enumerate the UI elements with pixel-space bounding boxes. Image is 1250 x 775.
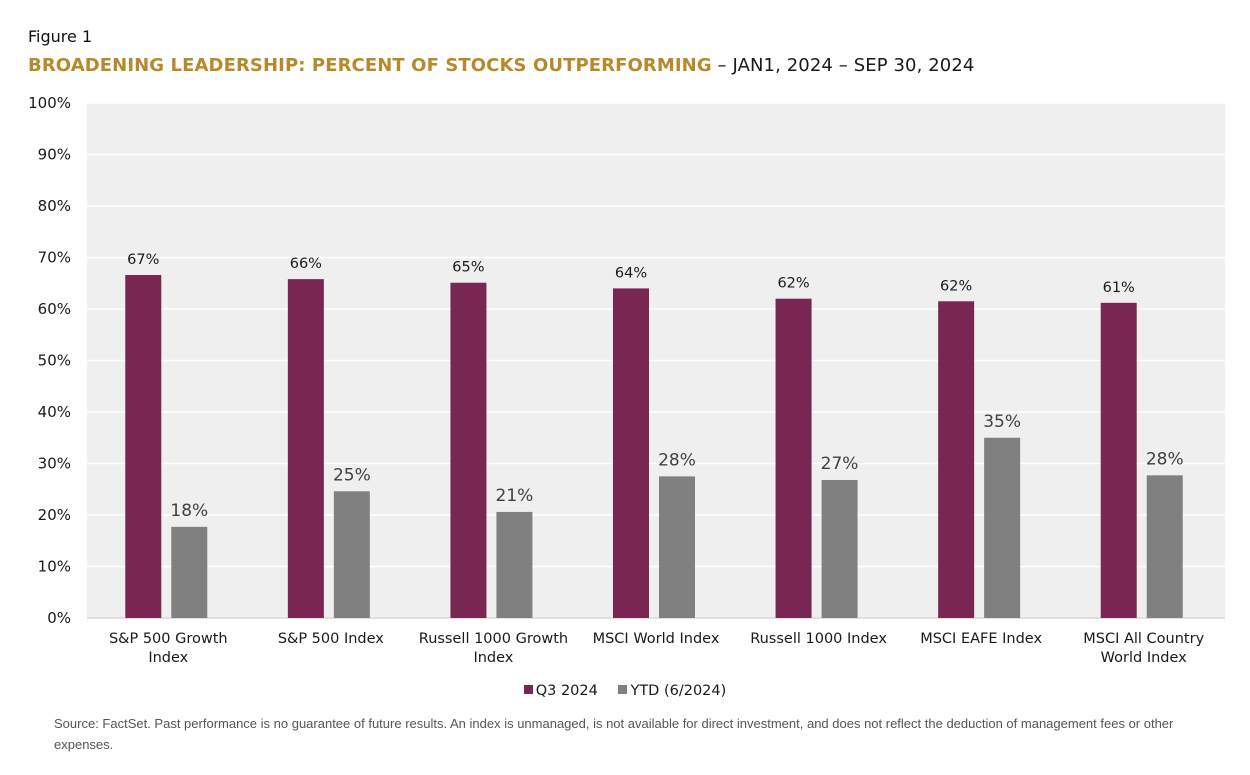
bar-ytd (1146, 475, 1183, 618)
data-label-q3: 62% (940, 278, 972, 294)
x-category-label: S&P 500 Index (278, 631, 384, 647)
x-category-label: MSCI All Country (1083, 631, 1204, 647)
data-label-q3: 62% (777, 276, 809, 292)
legend-label-ytd: YTD (6/2024) (630, 683, 727, 699)
data-label-ytd: 35% (983, 412, 1021, 432)
y-tick-label: 40% (38, 403, 71, 421)
data-label-ytd: 28% (658, 450, 696, 470)
bar-ytd (984, 437, 1021, 618)
bar-ytd (821, 479, 858, 618)
bar-ytd (659, 476, 695, 618)
bar-q3 (938, 301, 975, 618)
y-tick-label: 0% (47, 609, 71, 627)
legend-swatch-q3 (523, 685, 533, 694)
x-category-label: World Index (1101, 650, 1187, 666)
chart-title-date-range: – JAN1, 2024 – SEP 30, 2024 (711, 55, 975, 76)
x-category-label: Index (148, 650, 188, 666)
y-tick-label: 20% (38, 506, 71, 524)
x-category-label: MSCI World Index (593, 631, 720, 647)
y-tick-label: 100% (28, 94, 71, 112)
y-tick-label: 70% (38, 249, 71, 267)
data-label-ytd: 18% (170, 501, 208, 521)
bar-chart: 0% 10% 20% 30% 40% 50% 60% 70% 80% 90% 100% 67% 18% S… (28, 94, 1225, 666)
x-category-label: S&P 500 Growth (109, 631, 228, 647)
legend-item-ytd: YTD (6/2024) (618, 683, 726, 699)
x-category-label: Russell 1000 Growth (419, 631, 568, 647)
x-category-label: Russell 1000 Index (750, 631, 887, 647)
y-tick-label: 90% (38, 146, 71, 164)
legend-swatch-ytd (618, 685, 628, 694)
source-note: Source: FactSet. Past performance is no … (54, 716, 1174, 752)
data-label-q3: 66% (290, 256, 322, 272)
y-tick-label: 60% (38, 300, 71, 318)
data-label-ytd: 28% (1146, 449, 1184, 469)
bar-q3 (287, 279, 324, 618)
x-category-label: Index (473, 650, 513, 666)
figure-label: Figure 1 (28, 27, 93, 46)
y-tick-label: 10% (38, 558, 71, 576)
y-tick-label: 80% (38, 197, 71, 215)
data-label-ytd: 25% (333, 465, 371, 485)
bar-ytd (171, 526, 208, 618)
data-label-q3: 64% (615, 265, 647, 281)
bar-q3 (1100, 302, 1137, 618)
bar-q3 (775, 298, 812, 618)
data-label-q3: 67% (127, 252, 159, 268)
bar-ytd (496, 511, 533, 618)
chart-title-main: BROADENING LEADERSHIP: PERCENT OF STOCKS… (28, 55, 712, 76)
x-category-label: MSCI EAFE Index (920, 631, 1042, 647)
legend-label-q3: Q3 2024 (535, 683, 598, 699)
y-tick-label: 30% (38, 455, 71, 473)
bar-q3 (450, 282, 487, 618)
data-label-q3: 61% (1103, 280, 1135, 296)
bar-ytd (333, 491, 370, 618)
data-label-ytd: 27% (821, 454, 859, 474)
data-label-ytd: 21% (496, 486, 534, 506)
chart-title: BROADENING LEADERSHIP: PERCENT OF STOCKS… (28, 55, 974, 76)
y-tick-label: 50% (38, 352, 71, 370)
data-label-q3: 65% (452, 260, 484, 276)
chart-legend: Q3 2024 YTD (6/2024) (0, 683, 1250, 699)
bar-q3 (125, 275, 162, 618)
bar-q3 (613, 288, 649, 618)
legend-item-q3: Q3 2024 (523, 683, 598, 699)
